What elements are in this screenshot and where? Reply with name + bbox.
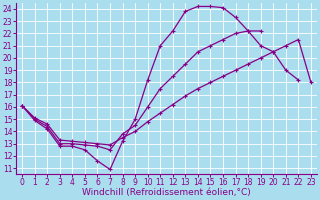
X-axis label: Windchill (Refroidissement éolien,°C): Windchill (Refroidissement éolien,°C) <box>82 188 251 197</box>
